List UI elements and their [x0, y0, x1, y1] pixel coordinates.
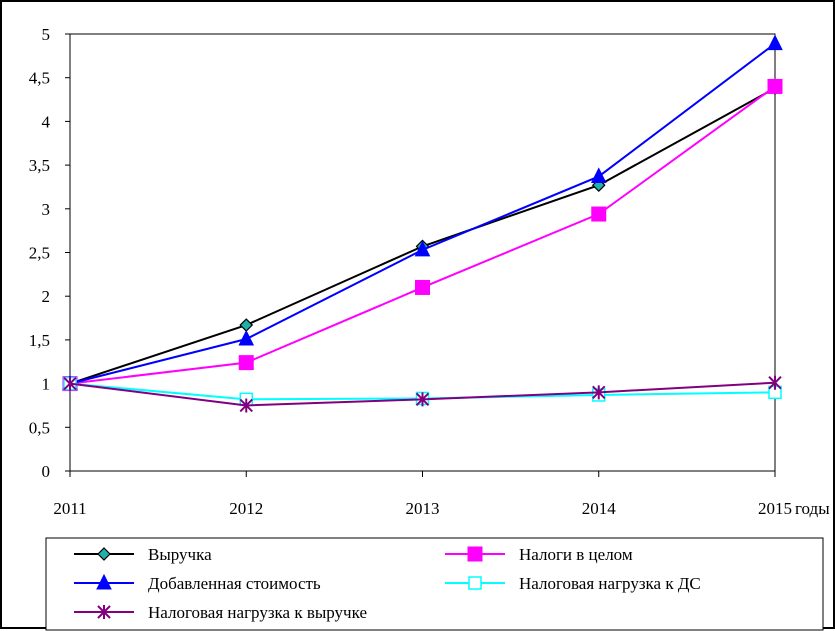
- data-point: [591, 206, 607, 222]
- legend-item: Выручка: [74, 545, 212, 564]
- y-tick-label: 0,5: [29, 418, 50, 437]
- legend-marker: [467, 546, 483, 562]
- y-tick-label: 3: [42, 200, 51, 219]
- y-tick-label: 2,5: [29, 244, 50, 263]
- y-tick-label: 3,5: [29, 156, 50, 175]
- legend-item: Налоги в целом: [445, 545, 633, 564]
- data-point: [238, 355, 254, 371]
- y-tick-label: 5: [42, 25, 51, 44]
- data-point: [592, 385, 606, 400]
- legend: Выручка Налоги в целом Добавленная стоимос…: [74, 545, 701, 622]
- legend-marker: [97, 547, 111, 561]
- x-tick-label: 2015: [758, 499, 792, 518]
- x-tick-label: 2013: [406, 499, 440, 518]
- y-tick-label: 4: [42, 112, 51, 131]
- legend-label: Выручка: [148, 545, 212, 564]
- data-point: [768, 375, 782, 390]
- legend-item: Налоговая нагрузка к ДС: [445, 574, 701, 593]
- y-tick-label: 2: [42, 287, 51, 306]
- x-tick-label: 2011: [53, 499, 86, 518]
- series-layer: [62, 34, 783, 413]
- y-tick-label: 0: [42, 462, 51, 481]
- x-tick-label: 2014: [582, 499, 617, 518]
- data-point: [590, 167, 607, 183]
- legend-label: Налоги в целом: [519, 545, 633, 564]
- legend-item: Налоговая нагрузка к выручке: [74, 603, 367, 622]
- legend-box: [45, 537, 824, 631]
- legend-label: Налоговая нагрузка к выручке: [148, 603, 367, 622]
- series-4: [63, 375, 782, 413]
- data-point: [414, 240, 431, 257]
- x-tick-label: 2012: [229, 499, 263, 518]
- y-tick-label: 4,5: [29, 69, 50, 88]
- y-tick-label: 1: [42, 375, 51, 394]
- legend-label: Налоговая нагрузка к ДС: [519, 574, 701, 593]
- y-tick-label: 1,5: [29, 331, 50, 350]
- data-point: [238, 329, 255, 346]
- x-axis-unit-label: годы: [795, 499, 830, 518]
- x-axis: 2011 2012 2013 2014 2015 годы: [53, 471, 830, 518]
- legend-marker: [468, 576, 482, 590]
- data-point: [767, 78, 783, 94]
- legend-marker: [97, 605, 111, 619]
- legend-label: Добавленная стоимость: [148, 574, 321, 593]
- y-axis: 0 0,5 1 1,5 2 2,5 3 3,5 4 4,5 5: [29, 25, 70, 481]
- data-point: [415, 392, 430, 407]
- legend-marker: [96, 573, 112, 590]
- data-point: [239, 398, 253, 413]
- data-point: [415, 279, 430, 295]
- legend-item: Добавленная стоимость: [74, 573, 321, 593]
- data-point: [767, 34, 783, 51]
- data-point: [63, 376, 77, 391]
